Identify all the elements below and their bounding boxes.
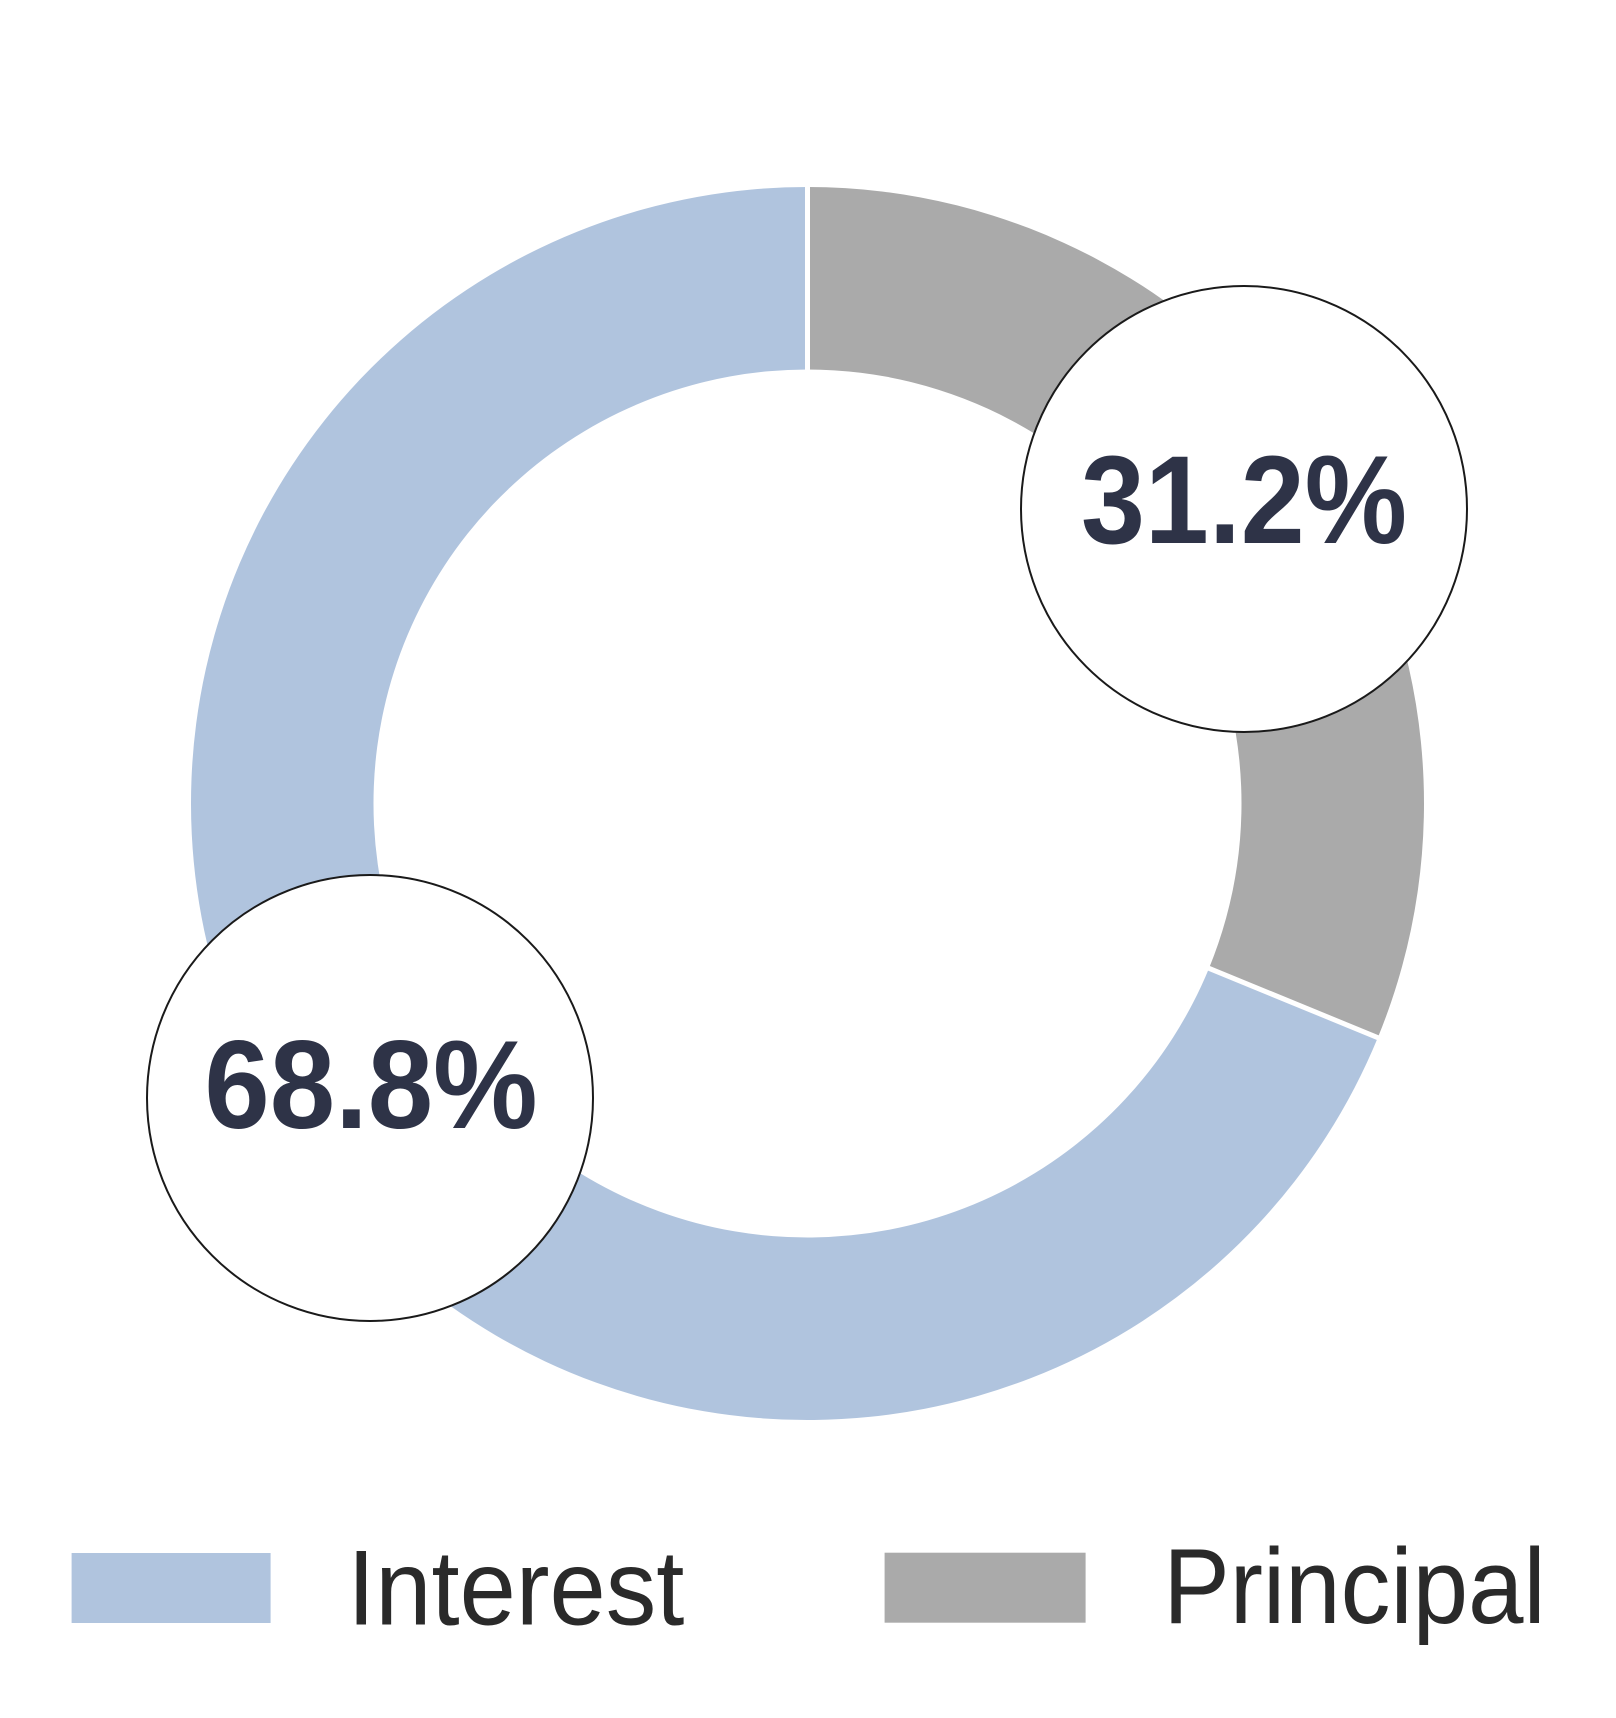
svg-text:31.2%: 31.2% [1081,431,1407,570]
svg-text:68.8%: 68.8% [204,1015,537,1155]
svg-text:Interest: Interest [347,1529,684,1648]
svg-text:Principal: Principal [1163,1526,1545,1646]
